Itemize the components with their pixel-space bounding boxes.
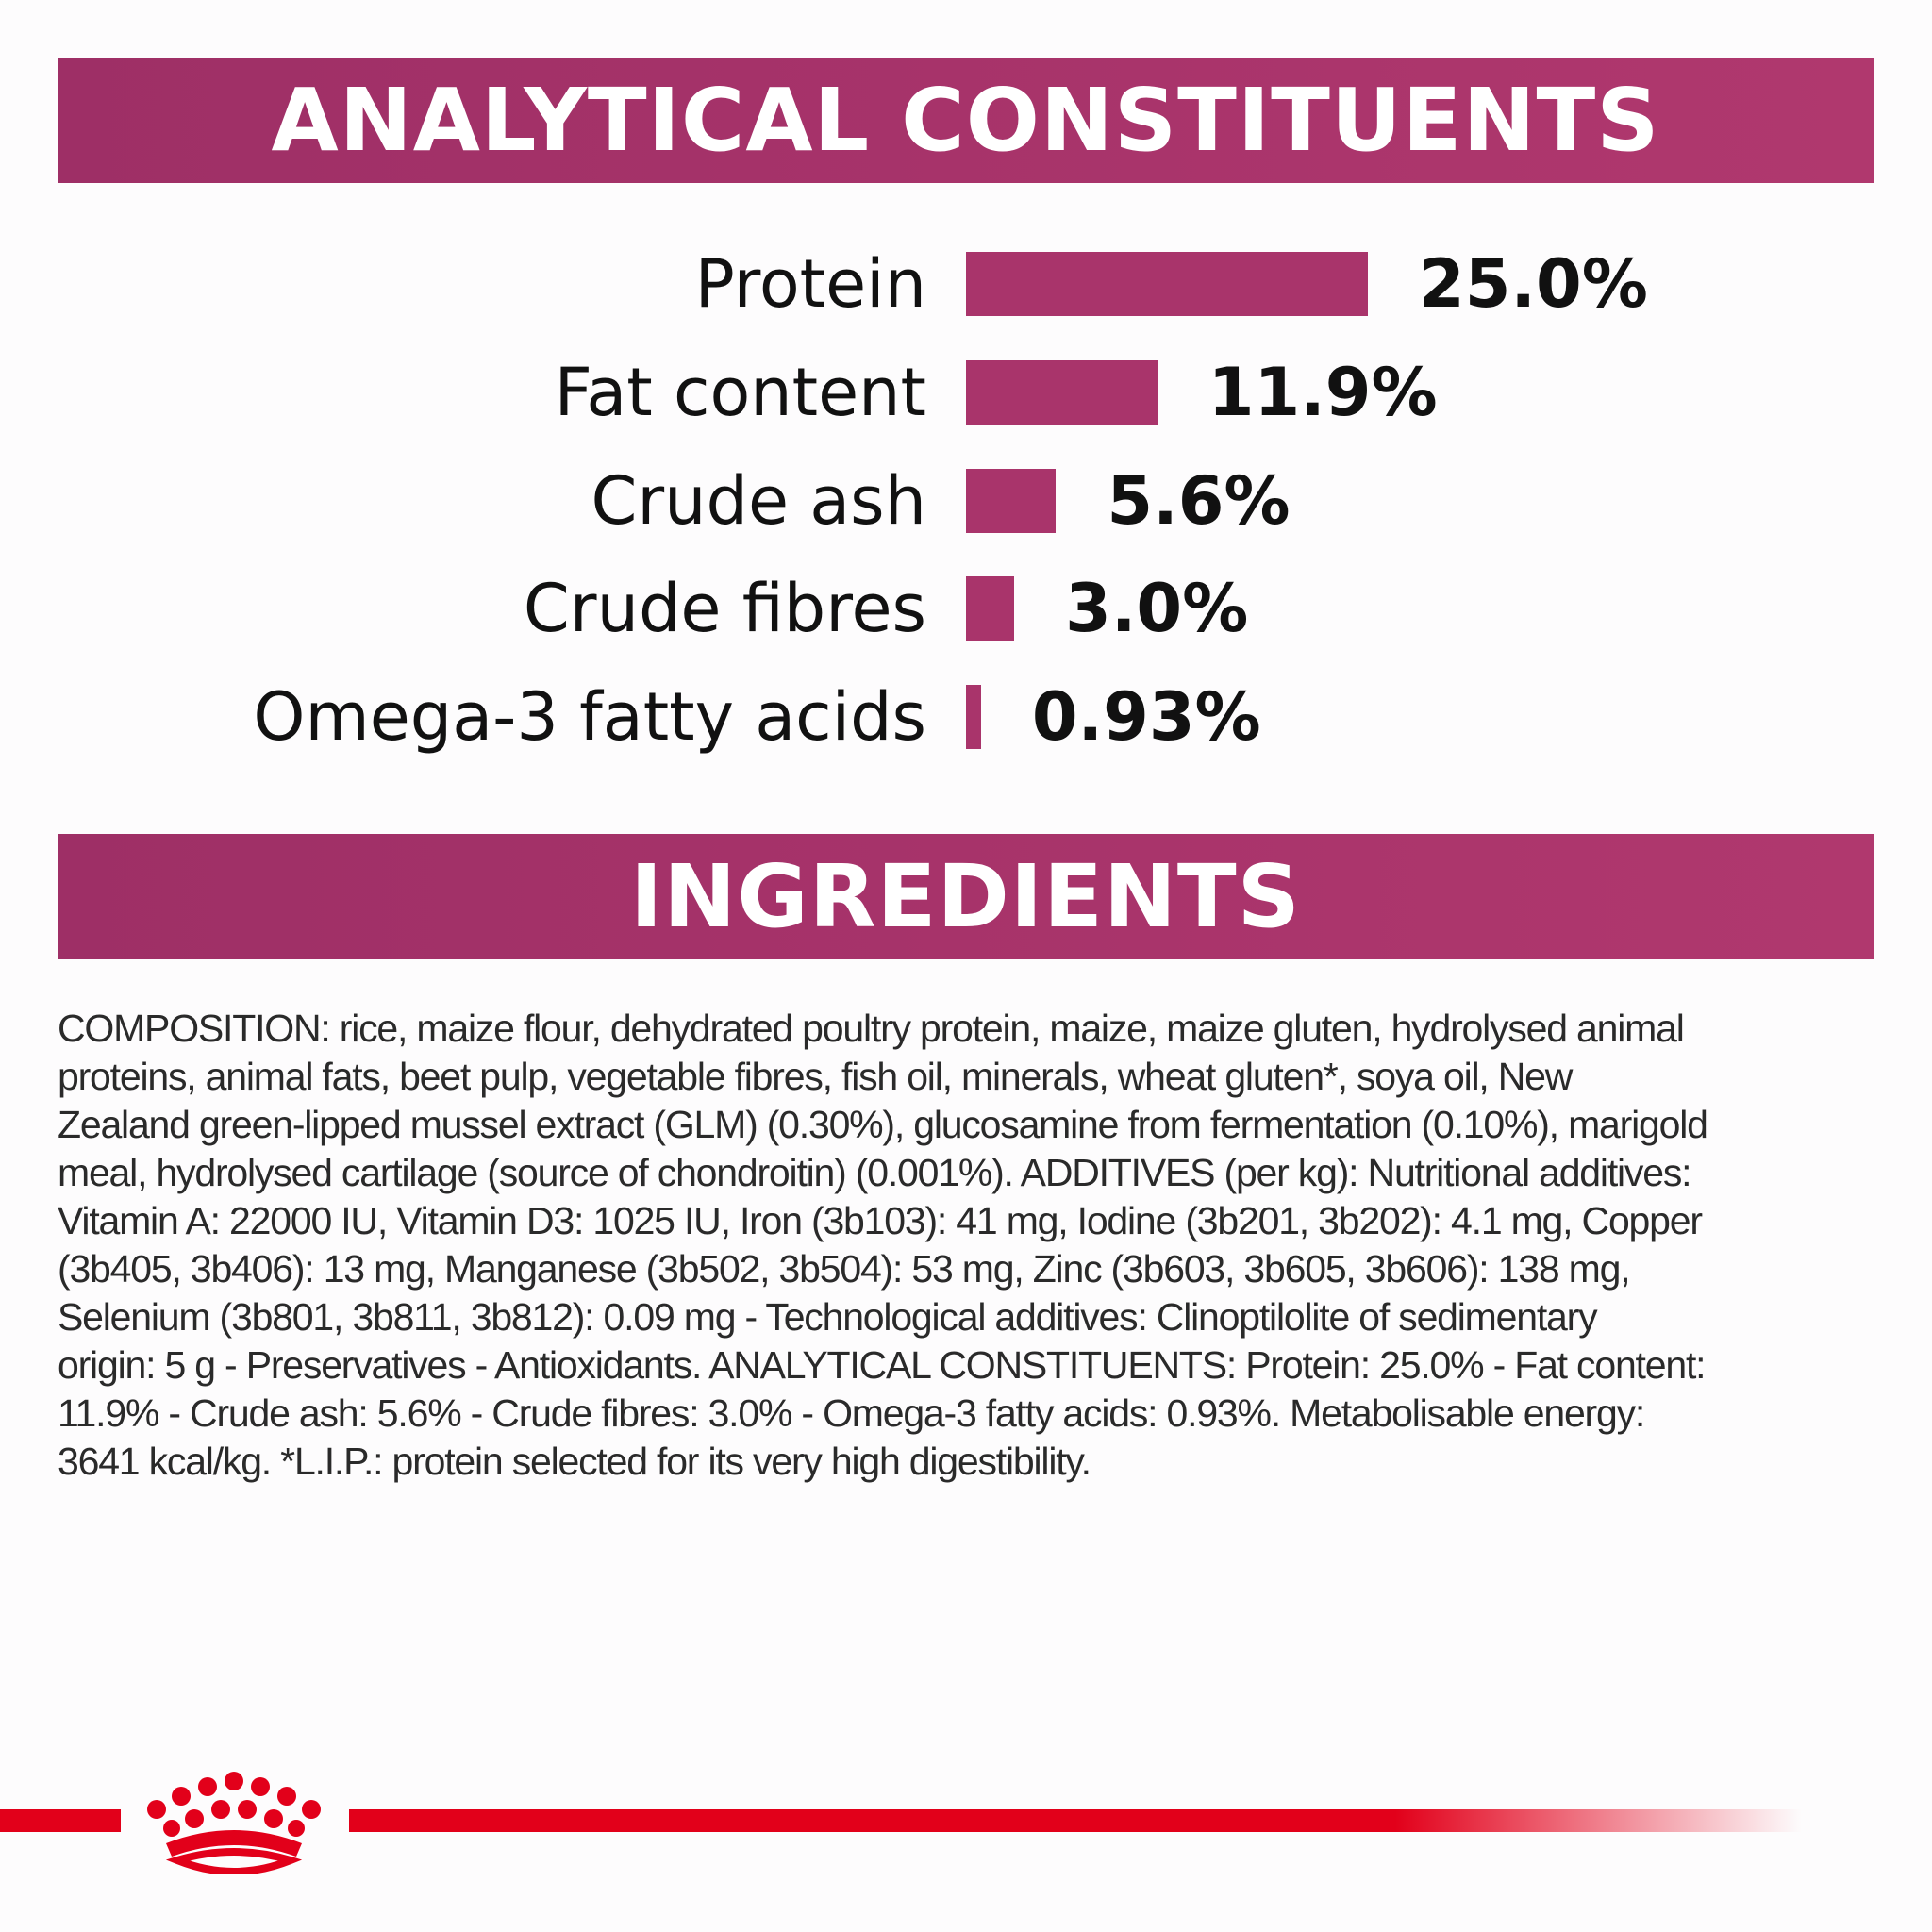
constituent-bar bbox=[966, 576, 1015, 641]
constituent-row: Crude fibres 3.0% bbox=[0, 570, 1932, 647]
constituent-bar bbox=[966, 360, 1158, 425]
constituent-row: Crude ash 5.6% bbox=[0, 462, 1932, 540]
constituent-row: Omega-3 fatty acids 0.93% bbox=[0, 678, 1932, 756]
ingredients-text: COMPOSITION: rice, maize flour, dehydrat… bbox=[58, 1005, 1907, 1486]
ingredients-line: origin: 5 g - Preservatives - Antioxidan… bbox=[58, 1343, 1707, 1387]
ingredients-line: Selenium (3b801, 3b811, 3b812): 0.09 mg … bbox=[58, 1295, 1598, 1339]
ingredients-line: meal, hydrolysed cartilage (source of ch… bbox=[58, 1151, 1692, 1194]
constituent-label: Protein bbox=[694, 245, 926, 323]
constituent-value: 25.0% bbox=[1419, 245, 1648, 323]
footer-line-right bbox=[349, 1809, 1802, 1832]
constituent-bar bbox=[966, 252, 1368, 316]
constituent-value: 0.93% bbox=[1031, 678, 1261, 756]
constituent-label: Fat content bbox=[554, 354, 926, 431]
ingredients-line: 3641 kcal/kg. *L.I.P.: protein selected … bbox=[58, 1440, 1091, 1483]
ingredients-line: COMPOSITION: rice, maize flour, dehydrat… bbox=[58, 1007, 1685, 1050]
ingredients-line: proteins, animal fats, beet pulp, vegeta… bbox=[58, 1055, 1573, 1098]
constituent-row: Protein 25.0% bbox=[0, 245, 1932, 323]
constituent-value: 5.6% bbox=[1107, 462, 1291, 540]
constituent-row: Fat content 11.9% bbox=[0, 354, 1932, 431]
constituent-label: Crude ash bbox=[591, 462, 926, 540]
section-title: ANALYTICAL CONSTITUENTS bbox=[271, 70, 1660, 171]
crown-logo-icon bbox=[147, 1772, 321, 1874]
ingredients-header: INGREDIENTS bbox=[58, 834, 1874, 959]
analytical-constituents-header: ANALYTICAL CONSTITUENTS bbox=[58, 58, 1874, 183]
constituent-value: 11.9% bbox=[1208, 354, 1438, 431]
ingredients-line: 11.9% - Crude ash: 5.6% - Crude fibres: … bbox=[58, 1391, 1645, 1435]
ingredients-line: Vitamin A: 22000 IU, Vitamin D3: 1025 IU… bbox=[58, 1199, 1703, 1242]
constituent-bar bbox=[966, 685, 981, 749]
constituent-label: Omega-3 fatty acids bbox=[253, 678, 926, 756]
section-title: INGREDIENTS bbox=[630, 846, 1301, 947]
ingredients-line: Zealand green-lipped mussel extract (GLM… bbox=[58, 1103, 1708, 1146]
footer-line-left bbox=[0, 1809, 121, 1832]
ingredients-line: (3b405, 3b406): 13 mg, Manganese (3b502,… bbox=[58, 1247, 1631, 1291]
constituent-bar bbox=[966, 469, 1057, 533]
constituent-value: 3.0% bbox=[1065, 570, 1249, 647]
constituent-label: Crude fibres bbox=[523, 570, 926, 647]
